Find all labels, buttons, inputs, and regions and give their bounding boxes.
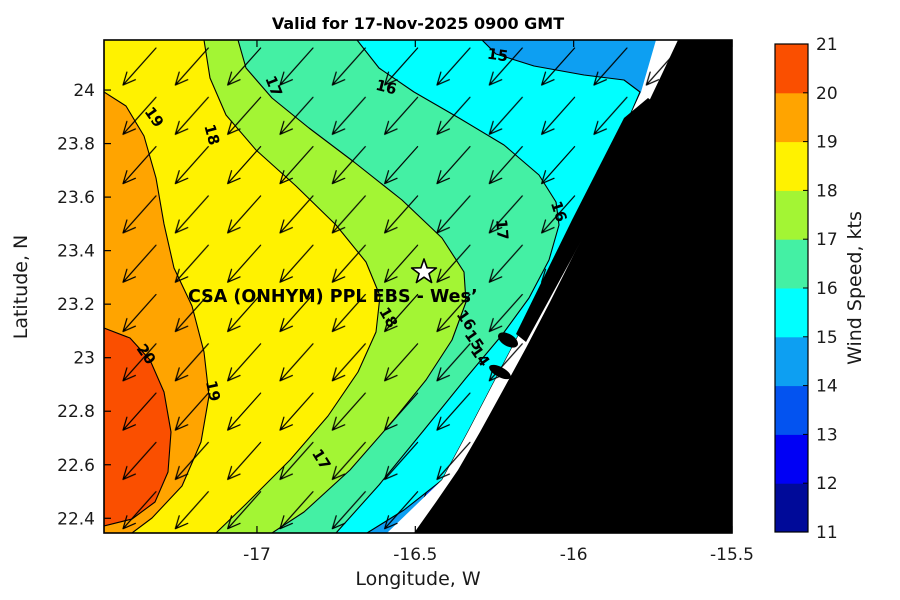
colorbar: 11 12 13 14 15 16 17 18 19 20 21 <box>775 35 838 543</box>
colorbar-cell <box>775 141 808 191</box>
colorbar-cell <box>775 434 808 484</box>
colorbar-frame <box>774 43 809 533</box>
colorbar-cell <box>775 190 808 240</box>
contour-label: 19 <box>202 379 224 403</box>
x-tick-label: -15.5 <box>710 545 754 565</box>
y-tick-label: 23.8 <box>57 135 95 155</box>
y-tick-label: 23.4 <box>57 242 95 262</box>
colorbar-tick-label: 17 <box>816 230 838 250</box>
x-axis-label: Longitude, W <box>355 568 481 590</box>
y-tick-label: 23 <box>73 349 95 369</box>
colorbar-tick-label: 11 <box>816 523 838 543</box>
y-tick-label: 23.6 <box>57 188 95 208</box>
plot-frame <box>103 39 733 534</box>
colorbar-tick-label: 12 <box>816 474 838 494</box>
land-peninsula <box>516 98 656 342</box>
colorbar-tick-label: 14 <box>816 377 838 397</box>
x-tick-label: -17 <box>243 545 271 565</box>
contour-label: 15 <box>486 45 509 66</box>
land-mainland <box>414 40 732 533</box>
colorbar-tick-label: 13 <box>816 425 838 445</box>
colorbar-label: Wind Speed, kts <box>844 211 866 365</box>
site-annotation-text: CSA (ONHYM) PPL EBS - Wes’ <box>188 287 478 307</box>
x-tick-label: -16 <box>560 545 588 565</box>
land-islet <box>498 332 518 348</box>
y-tick-label: 22.4 <box>57 509 95 529</box>
colorbar-cell <box>775 385 808 435</box>
contour-label: 16 <box>374 76 399 99</box>
chart-title: Valid for 17-Nov-2025 0900 GMT <box>272 14 564 33</box>
colorbar-tick-label: 21 <box>816 35 838 55</box>
colorbar-tick-label: 19 <box>816 133 838 153</box>
land-mask <box>414 40 732 533</box>
contour-label: 18 <box>200 122 223 147</box>
colorbar-cell <box>775 92 808 143</box>
contour-label: 16 <box>547 199 571 224</box>
colorbar-cell <box>775 44 808 94</box>
y-tick-label: 23.2 <box>57 295 95 315</box>
colorbar-cell <box>775 336 808 387</box>
colorbar-tick-label: 16 <box>816 279 838 299</box>
x-tick-label: -16.5 <box>393 545 437 565</box>
contour-label: 17 <box>492 218 512 240</box>
y-tick-label: 24 <box>73 81 95 101</box>
land-islet <box>489 364 511 380</box>
colorbar-cell <box>775 288 808 338</box>
site-star-marker <box>410 258 438 284</box>
colorbar-tick-label: 18 <box>816 181 838 201</box>
axis-ticks: -17 -16.5 -16 -15.5 24 23.8 23.6 23.4 23.2 23 22.8… <box>57 40 754 565</box>
y-tick-label: 22.8 <box>57 402 95 422</box>
colorbar-tick-label: 20 <box>816 84 838 104</box>
y-axis-label: Latitude, N <box>10 235 32 340</box>
y-tick-label: 22.6 <box>57 456 95 476</box>
colorbar-cell <box>775 239 808 289</box>
colorbar-tick-label: 15 <box>816 328 838 348</box>
colorbar-cell <box>775 483 808 533</box>
